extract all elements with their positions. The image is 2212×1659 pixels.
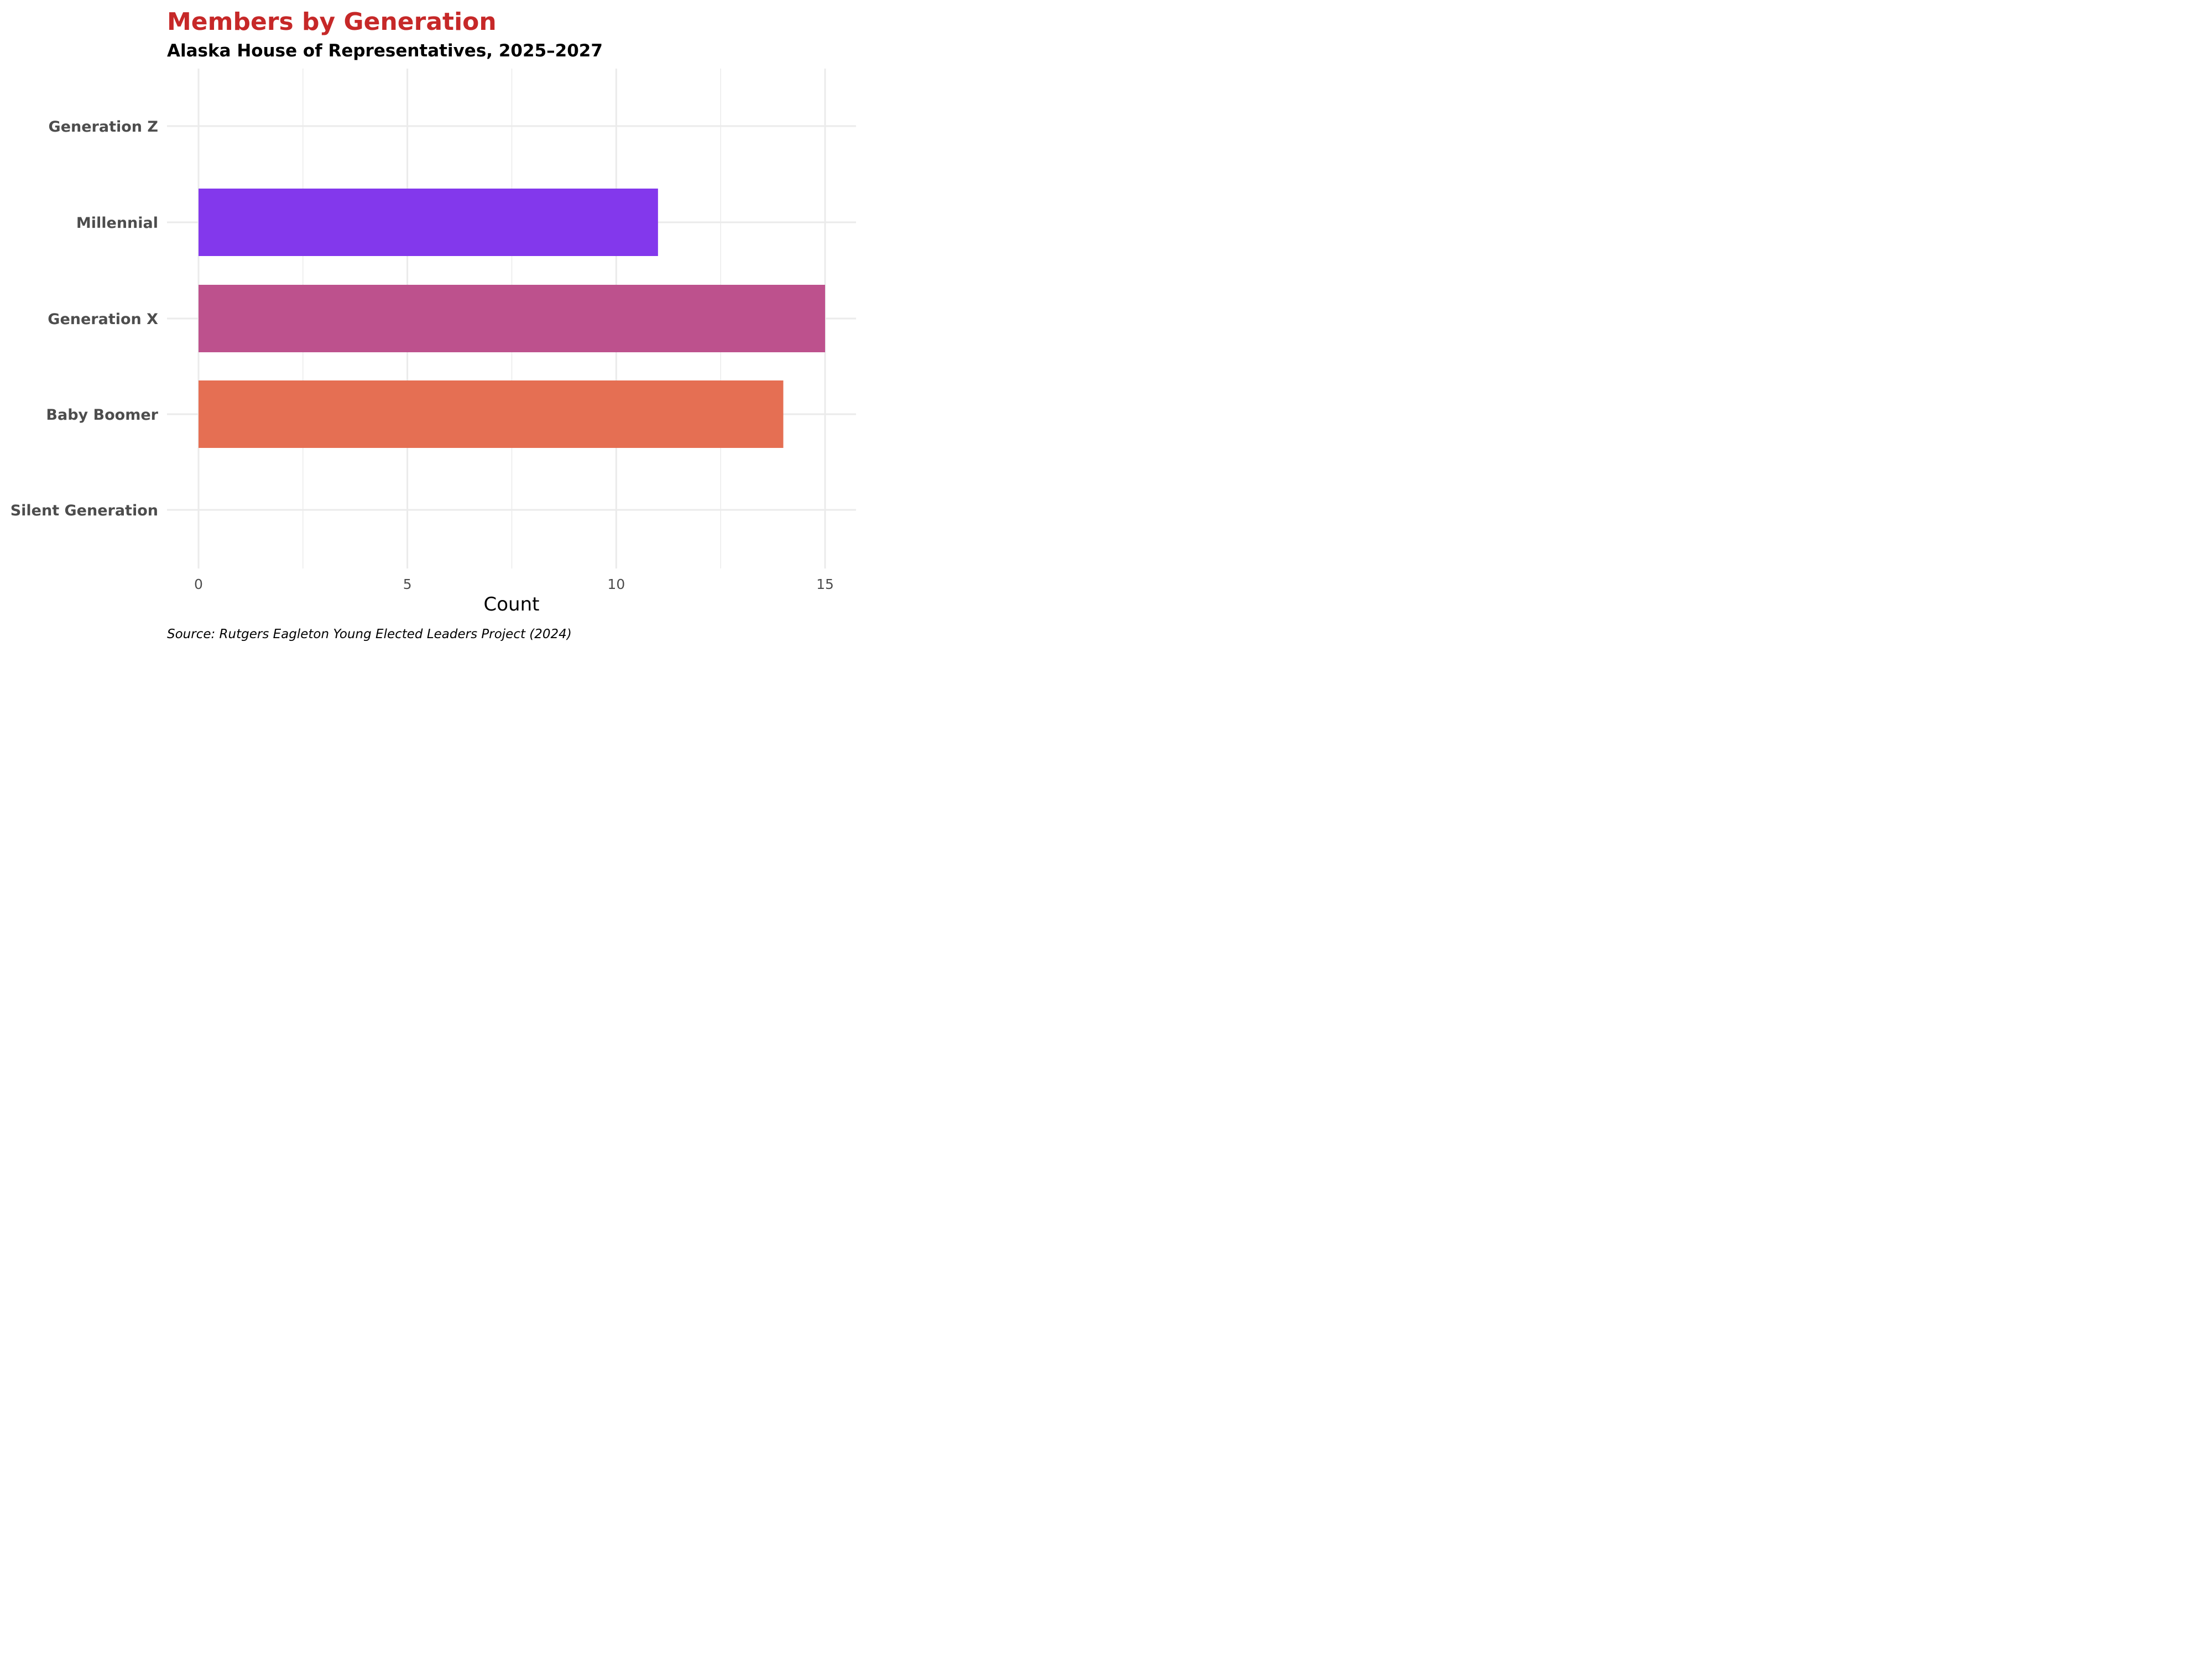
chart-subtitle: Alaska House of Representatives, 2025–20… bbox=[167, 41, 603, 61]
bar-generation-x bbox=[199, 285, 825, 352]
x-tick-label: 0 bbox=[194, 576, 203, 592]
x-axis-title: Count bbox=[484, 593, 540, 615]
category-label: Silent Generation bbox=[11, 502, 158, 519]
x-tick-label: 5 bbox=[403, 576, 412, 592]
x-tick-labels: 0 5 10 15 bbox=[194, 576, 834, 592]
category-label: Millennial bbox=[76, 215, 158, 232]
x-tick-label: 15 bbox=[816, 576, 834, 592]
bar-millennial bbox=[199, 189, 658, 256]
bar-chart: Members by Generation Alaska House of Re… bbox=[11, 8, 856, 641]
x-tick-label: 10 bbox=[607, 576, 625, 592]
category-label: Baby Boomer bbox=[46, 406, 158, 424]
source-caption: Source: Rutgers Eagleton Young Elected L… bbox=[167, 627, 572, 641]
chart-title: Members by Generation bbox=[167, 8, 497, 36]
category-label: Generation X bbox=[48, 311, 158, 328]
category-label: Generation Z bbox=[49, 118, 158, 135]
category-labels: Generation Z Millennial Generation X Baby B… bbox=[11, 118, 159, 519]
bars bbox=[199, 189, 825, 448]
bar-baby-boomer bbox=[199, 380, 784, 448]
